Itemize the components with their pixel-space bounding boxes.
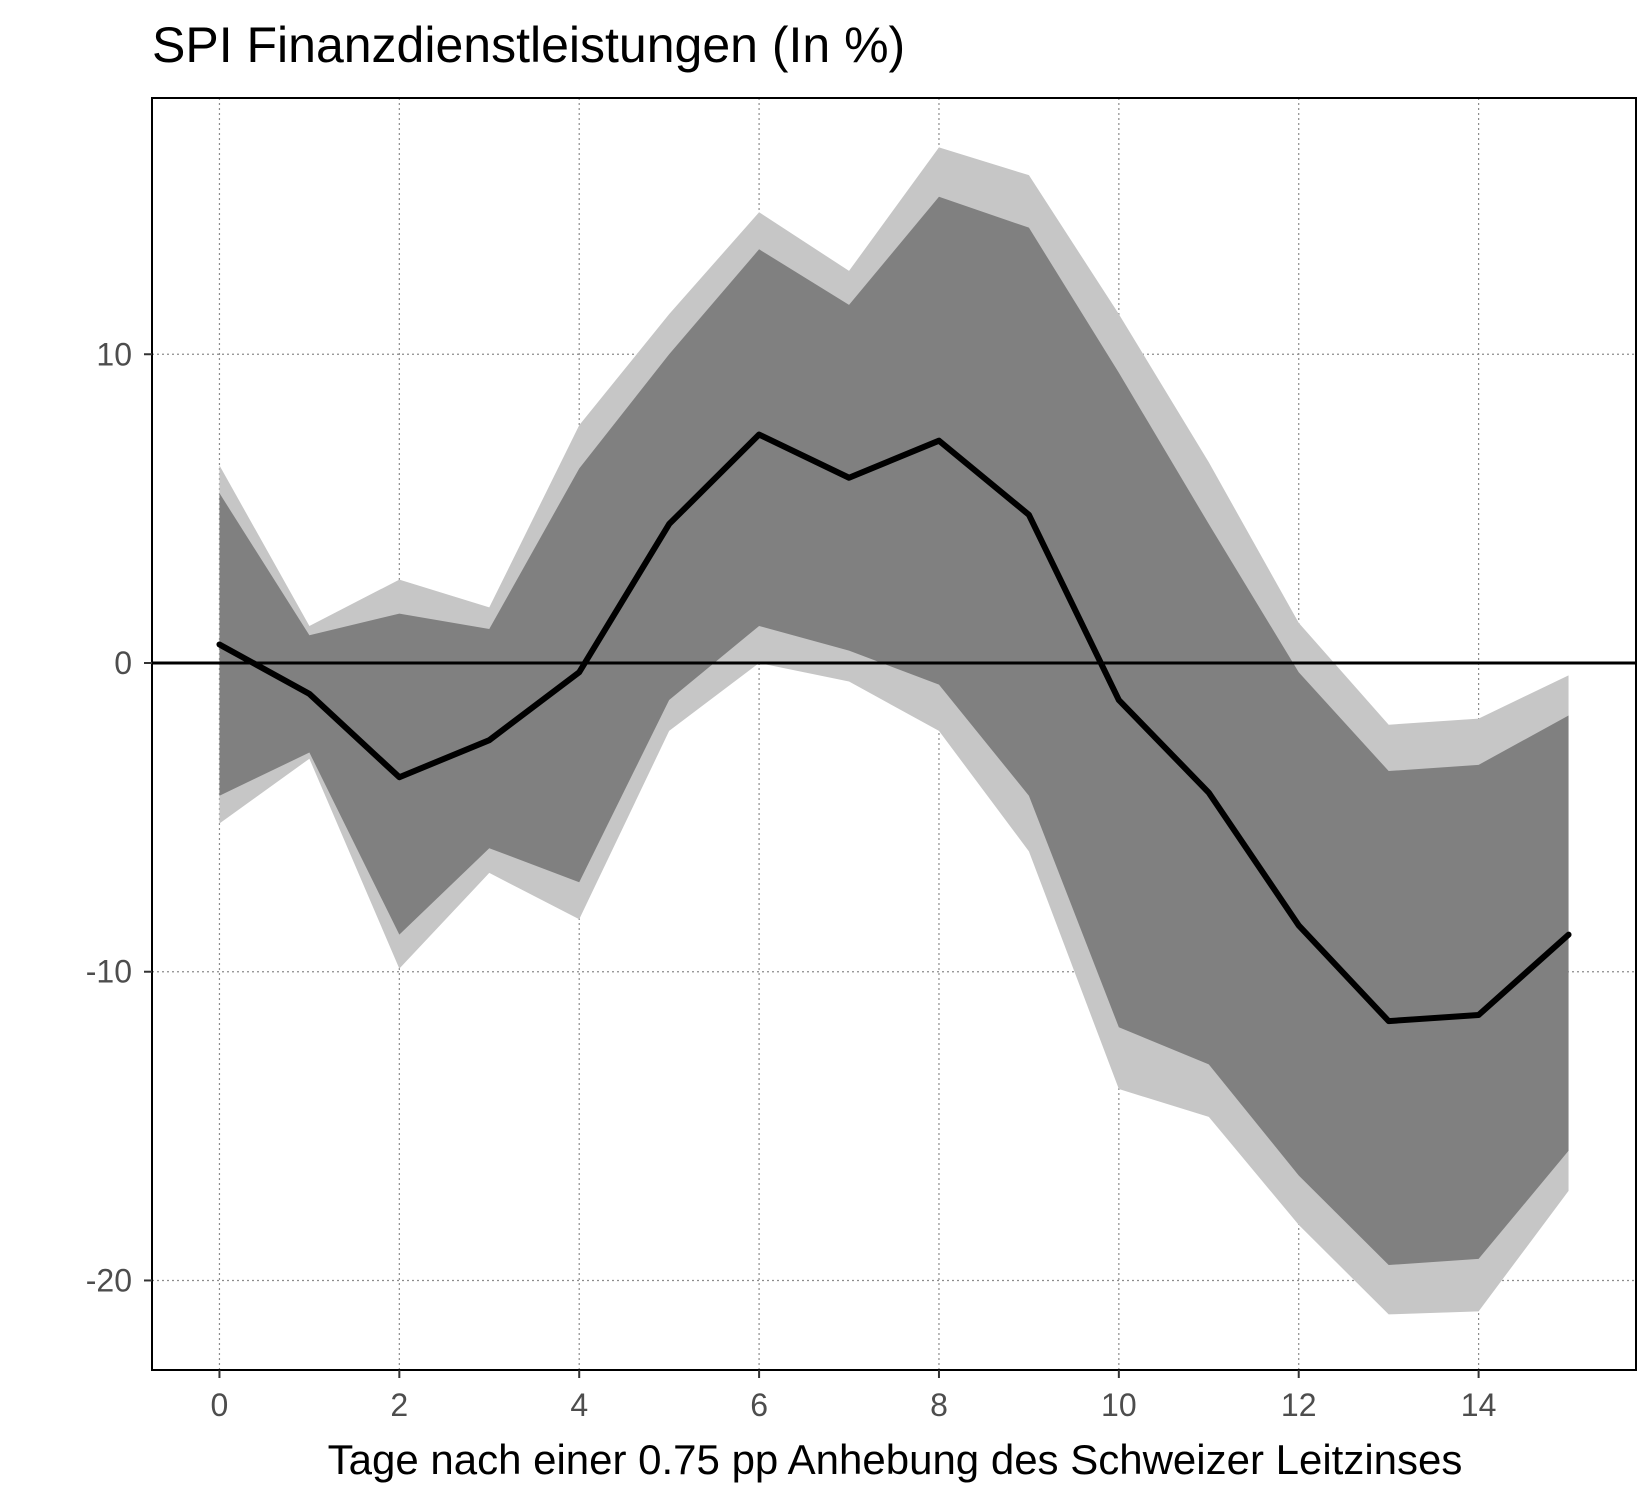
y-tick-label-3: 10	[96, 336, 132, 372]
series-point-5	[668, 523, 670, 525]
chart-title: SPI Finanzdienstleistungen (In %)	[152, 17, 905, 73]
inner-confidence-band	[219, 196, 1569, 1266]
series-point-10	[1118, 699, 1120, 701]
x-tick-label-4: 8	[930, 1387, 948, 1423]
x-tick-label-6: 12	[1281, 1387, 1317, 1423]
x-axis-ticks: 0 2 4 6 8 10 12 14	[211, 1370, 1497, 1423]
response-series	[216, 431, 1572, 1025]
series-point-0	[218, 643, 220, 645]
x-tick-label-2: 4	[570, 1387, 588, 1423]
series-point-12	[1298, 924, 1300, 926]
plot-frame	[151, 97, 1637, 1371]
x-tick-label-5: 10	[1101, 1387, 1137, 1423]
series-point-14	[1478, 1014, 1480, 1016]
x-tick-label-3: 6	[750, 1387, 768, 1423]
series-point-11	[1208, 792, 1210, 794]
series-point-2	[398, 776, 400, 778]
series-point-6	[758, 434, 760, 436]
y-tick-label-1: -10	[86, 954, 132, 990]
x-axis-label: Tage nach einer 0.75 pp Anhebung des Sch…	[328, 1436, 1463, 1483]
y-axis-ticks: -20 -10 0 10	[86, 336, 152, 1298]
series-point-9	[1028, 514, 1030, 516]
confidence-bands	[219, 147, 1569, 1315]
x-tick-label-0: 0	[211, 1387, 229, 1423]
y-tick-label-0: -20	[86, 1262, 132, 1298]
y-tick-label-2: 0	[114, 645, 132, 681]
series-line-0	[216, 431, 1572, 1025]
x-tick-label-7: 14	[1461, 1387, 1497, 1423]
series-point-1	[308, 693, 310, 695]
series-point-3	[488, 739, 490, 741]
series-point-7	[848, 477, 850, 479]
series-point-8	[938, 440, 940, 442]
series-point-15	[1568, 934, 1570, 936]
series-point-13	[1388, 1020, 1390, 1022]
x-tick-label-1: 2	[390, 1387, 408, 1423]
series-point-4	[578, 671, 580, 673]
